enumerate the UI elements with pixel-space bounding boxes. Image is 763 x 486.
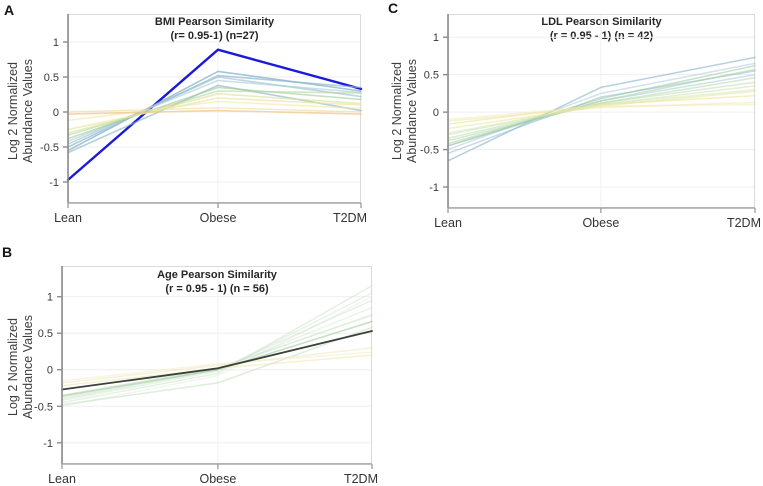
series-line <box>447 56 756 162</box>
y-tick-label: 0.5 <box>38 328 53 340</box>
y-axis-label-age: Log 2 Normalized Abundance Values <box>6 292 36 442</box>
chart-title-text: Age Pearson Similarity <box>157 269 277 281</box>
series-line <box>61 299 373 400</box>
y-axis-label-line1: Log 2 Normalized <box>6 62 20 160</box>
y-tick-label: 1 <box>53 37 59 49</box>
x-category-label: Obese <box>582 216 619 230</box>
y-tick-label: -0.5 <box>34 401 53 413</box>
series-line <box>67 100 362 122</box>
chart-title-text: BMI Pearson Similarity <box>154 16 275 28</box>
y-tick-label: 0.5 <box>424 70 439 82</box>
x-category-label: Lean <box>434 216 462 230</box>
series-line <box>447 101 756 122</box>
series-line <box>67 109 362 115</box>
y-axis-label-ldl: Log 2 Normalized Abundance Values <box>390 36 420 186</box>
series-line <box>447 103 756 121</box>
y-tick-label: -1 <box>43 438 53 450</box>
highlighted-series-line <box>61 330 373 391</box>
x-category-label: Lean <box>48 472 76 486</box>
chart-subtitle-text: (r = 0.95 - 1) (n = 56) <box>165 283 269 295</box>
y-tick-label: -1 <box>429 182 439 194</box>
age-line-chart: 1 0.5 0 -0.5 -1 Lean Obese T2DM <box>34 266 378 486</box>
y-axis-label-bmi: Log 2 Normalized Abundance Values <box>6 36 36 186</box>
x-category-label: T2DM <box>727 216 761 230</box>
y-tick-label: 1 <box>433 32 439 44</box>
x-category-label: T2DM <box>344 472 378 486</box>
y-axis-label-line1: Log 2 Normalized <box>390 62 404 160</box>
panel-label-a: A <box>4 2 15 18</box>
series-line <box>61 292 373 402</box>
y-tick-label: 0 <box>47 365 53 377</box>
series-line <box>67 70 362 152</box>
series-line <box>61 326 373 406</box>
series-line <box>67 93 362 134</box>
series-line <box>67 107 362 113</box>
y-tick-label: 0.5 <box>44 72 59 84</box>
bmi-line-chart: 1 0.5 0 -0.5 -1 Lean Obese T2DM <box>40 14 367 225</box>
series-line <box>67 74 362 148</box>
ldl-line-chart: 1 0.5 0 -0.5 -1 Lean Obese T2DM <box>420 14 761 230</box>
highlighted-series-line <box>66 48 363 182</box>
y-axis-label-line2: Abundance Values <box>21 58 35 164</box>
panel-label-c: C <box>388 0 399 16</box>
series-line <box>67 86 362 140</box>
y-axis-label-line1: Log 2 Normalized <box>6 318 20 416</box>
chart-subtitle-text: (r= 0.95-1) (n=27) <box>170 30 259 42</box>
series-line <box>447 81 756 140</box>
series-line <box>61 284 373 404</box>
chart-subtitle-text: (r = 0.95 - 1) (n = 42) <box>549 30 654 42</box>
series-line <box>61 351 373 382</box>
y-axis-label-line2: Abundance Values <box>405 58 419 164</box>
y-axis-label-line2: Abundance Values <box>21 314 35 420</box>
series-line <box>61 320 373 397</box>
chart-title-bmi: BMI Pearson Similarity (r= 0.95-1) (n=27… <box>68 15 361 43</box>
y-tick-label: 0 <box>433 107 439 119</box>
series-line <box>447 94 756 125</box>
x-category-label: Obese <box>200 472 237 486</box>
x-category-label: Lean <box>54 211 82 225</box>
chart-title-text: LDL Pearson Similarity <box>541 16 662 28</box>
x-category-label: T2DM <box>333 211 367 225</box>
series-line <box>61 347 373 384</box>
series-line <box>447 68 756 145</box>
plot-frame <box>448 14 755 208</box>
x-category-label: Obese <box>200 211 237 225</box>
series-line <box>67 97 362 131</box>
y-tick-label: 0 <box>53 107 59 119</box>
y-tick-label: -0.5 <box>420 145 439 157</box>
y-tick-label: 1 <box>47 292 53 304</box>
panel-label-b: B <box>2 244 13 260</box>
y-tick-label: -0.5 <box>40 142 59 154</box>
y-tick-label: -1 <box>49 177 59 189</box>
chart-title-ldl: LDL Pearson Similarity (r = 0.95 - 1) (n… <box>448 15 755 43</box>
chart-title-age: Age Pearson Similarity (r = 0.95 - 1) (n… <box>62 268 372 296</box>
